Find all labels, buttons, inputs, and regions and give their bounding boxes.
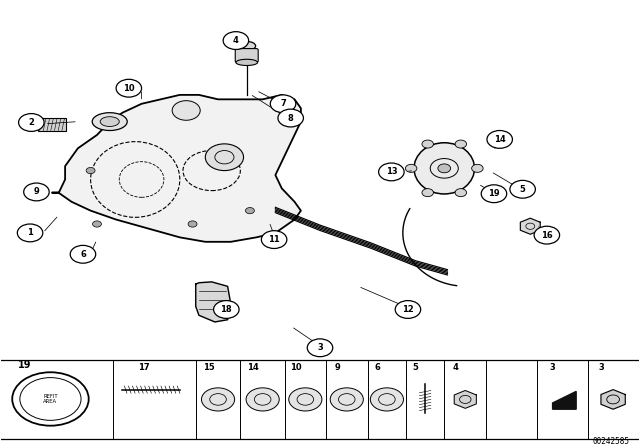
Text: 13: 13 (385, 168, 397, 177)
Text: 9: 9 (334, 363, 340, 372)
Circle shape (246, 388, 279, 411)
Circle shape (438, 164, 451, 173)
Text: 00242585: 00242585 (592, 437, 629, 446)
Circle shape (472, 164, 483, 172)
Circle shape (17, 224, 43, 242)
Polygon shape (52, 95, 301, 242)
Text: 15: 15 (203, 363, 214, 372)
Text: 3: 3 (599, 363, 605, 372)
Text: REFIT
AREA: REFIT AREA (43, 394, 58, 405)
Text: 19: 19 (488, 189, 500, 198)
Polygon shape (520, 218, 540, 234)
Circle shape (455, 189, 467, 197)
Circle shape (534, 226, 559, 244)
Text: 18: 18 (221, 305, 232, 314)
Circle shape (270, 95, 296, 113)
Text: 6: 6 (374, 363, 380, 372)
Circle shape (307, 339, 333, 357)
Text: 19: 19 (18, 360, 32, 370)
Text: 12: 12 (402, 305, 414, 314)
Circle shape (481, 185, 507, 202)
Circle shape (246, 207, 254, 214)
Circle shape (395, 301, 420, 319)
Text: 17: 17 (138, 363, 149, 372)
Circle shape (86, 168, 95, 174)
Text: 2: 2 (28, 118, 35, 127)
Ellipse shape (414, 143, 474, 194)
Ellipse shape (92, 113, 127, 130)
Circle shape (371, 388, 403, 411)
Text: 5: 5 (520, 185, 525, 194)
Circle shape (379, 163, 404, 181)
Text: 5: 5 (413, 363, 419, 372)
FancyBboxPatch shape (236, 48, 258, 62)
Circle shape (202, 388, 235, 411)
Circle shape (289, 388, 322, 411)
Circle shape (455, 140, 467, 148)
FancyBboxPatch shape (38, 118, 66, 130)
Text: 9: 9 (33, 187, 39, 196)
Text: 7: 7 (280, 99, 286, 108)
Circle shape (422, 189, 433, 197)
Text: 1: 1 (27, 228, 33, 237)
Text: 4: 4 (233, 36, 239, 45)
Circle shape (330, 388, 364, 411)
Text: 11: 11 (268, 235, 280, 244)
Circle shape (116, 79, 141, 97)
Text: 3: 3 (550, 363, 556, 372)
Polygon shape (454, 391, 476, 408)
Text: 10: 10 (123, 84, 134, 93)
Ellipse shape (238, 42, 255, 50)
Circle shape (19, 114, 44, 131)
Circle shape (278, 109, 303, 127)
Text: 4: 4 (452, 363, 459, 372)
Polygon shape (601, 390, 625, 409)
Polygon shape (196, 282, 231, 322)
Polygon shape (552, 392, 576, 409)
Circle shape (487, 130, 513, 148)
Circle shape (422, 140, 433, 148)
Circle shape (70, 246, 96, 263)
Ellipse shape (100, 116, 119, 126)
Circle shape (223, 32, 248, 49)
Text: 6: 6 (80, 250, 86, 259)
Circle shape (510, 181, 536, 198)
Text: 10: 10 (290, 363, 301, 372)
Circle shape (405, 164, 417, 172)
Ellipse shape (236, 59, 257, 65)
Circle shape (205, 144, 244, 171)
Text: 14: 14 (247, 363, 259, 372)
Circle shape (261, 231, 287, 249)
Circle shape (188, 221, 197, 227)
Circle shape (93, 221, 101, 227)
Circle shape (214, 301, 239, 319)
Text: 16: 16 (541, 231, 553, 240)
Circle shape (24, 183, 49, 201)
Text: 3: 3 (317, 343, 323, 352)
Circle shape (172, 101, 200, 120)
Text: 8: 8 (288, 113, 294, 123)
Text: 14: 14 (494, 135, 506, 144)
